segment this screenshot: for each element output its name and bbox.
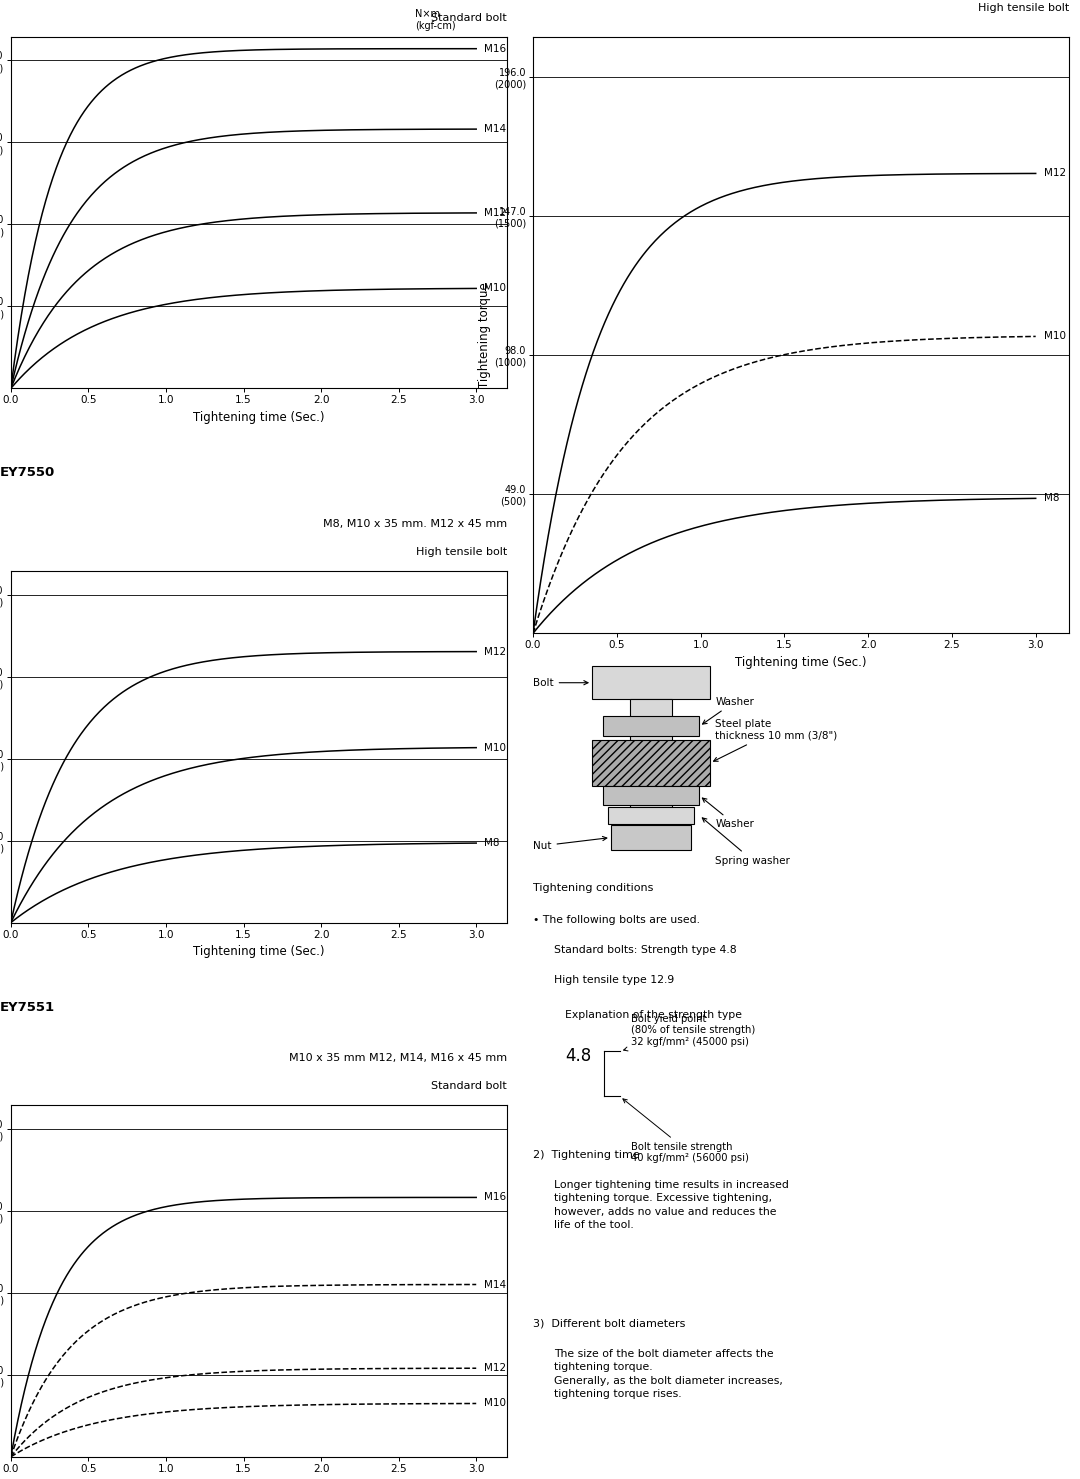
Text: 2)  Tightening time: 2) Tightening time (534, 1151, 639, 1160)
Text: M12: M12 (484, 646, 507, 657)
Text: Standard bolts: Strength type 4.8: Standard bolts: Strength type 4.8 (554, 945, 738, 955)
Bar (592, 741, 710, 785)
Text: High tensile type 12.9: High tensile type 12.9 (554, 975, 675, 985)
Text: M14: M14 (484, 124, 507, 135)
Bar (603, 716, 699, 737)
Text: 3)  Different bolt diameters: 3) Different bolt diameters (534, 1319, 686, 1330)
Text: M14: M14 (484, 1279, 507, 1290)
Text: M10: M10 (484, 1399, 505, 1408)
Text: M10: M10 (484, 284, 505, 293)
Text: M8, M10 x 35 mm. M12 x 45 mm: M8, M10 x 35 mm. M12 x 45 mm (323, 519, 508, 529)
Bar (592, 666, 710, 700)
X-axis label: Tightening time (Sec.): Tightening time (Sec.) (193, 411, 325, 424)
Text: Bolt tensile strength
40 kgf/mm² (56000 psi): Bolt tensile strength 40 kgf/mm² (56000 … (623, 1099, 748, 1164)
Text: High tensile bolt: High tensile bolt (978, 3, 1069, 13)
Text: The size of the bolt diameter affects the
tightening torque.
Generally, as the b: The size of the bolt diameter affects th… (554, 1349, 783, 1399)
Text: 4.8: 4.8 (565, 1047, 592, 1065)
Text: M10 x 35 mm M12, M14, M16 x 45 mm: M10 x 35 mm M12, M14, M16 x 45 mm (289, 1053, 508, 1063)
Text: M8: M8 (1044, 494, 1059, 503)
Text: M12: M12 (484, 209, 507, 217)
Text: EY7551: EY7551 (0, 1001, 55, 1013)
Text: Standard bolt: Standard bolt (432, 1081, 508, 1092)
Text: Explanation of the strength type: Explanation of the strength type (565, 1010, 742, 1021)
Text: Bolt yield point
(80% of tensile strength)
32 kgf/mm² (45000 psi): Bolt yield point (80% of tensile strengt… (623, 1013, 755, 1052)
Text: Steel plate
thickness 10 mm (3/8"): Steel plate thickness 10 mm (3/8") (714, 719, 838, 762)
X-axis label: Tightening time (Sec.): Tightening time (Sec.) (735, 655, 867, 669)
Bar (603, 785, 699, 806)
Bar (611, 825, 691, 850)
Text: Washer: Washer (702, 799, 754, 830)
Text: M16: M16 (484, 1192, 507, 1202)
Text: Washer: Washer (703, 697, 754, 725)
Text: Tightening conditions: Tightening conditions (534, 883, 653, 893)
Text: • The following bolts are used.: • The following bolts are used. (534, 916, 700, 926)
Bar (608, 808, 693, 824)
X-axis label: Tightening time (Sec.): Tightening time (Sec.) (193, 945, 325, 958)
Text: EY7550: EY7550 (0, 466, 55, 479)
Text: Standard bolt: Standard bolt (432, 13, 508, 22)
Y-axis label: Tightening torque: Tightening torque (478, 282, 491, 387)
Text: Bolt: Bolt (534, 677, 588, 688)
Text: M10: M10 (484, 742, 505, 753)
Text: M8: M8 (484, 839, 499, 847)
Text: Nut: Nut (534, 837, 607, 850)
Text: Longer tightening time results in increased
tightening torque. Excessive tighten: Longer tightening time results in increa… (554, 1180, 789, 1231)
Text: M16: M16 (484, 44, 507, 53)
Text: N×m
(kgf-cm): N×m (kgf-cm) (415, 9, 456, 31)
Text: M10: M10 (1044, 331, 1066, 342)
Text: Spring washer: Spring washer (702, 818, 791, 865)
Text: M12: M12 (484, 1364, 507, 1373)
Text: High tensile bolt: High tensile bolt (416, 547, 508, 558)
Text: M12: M12 (1044, 169, 1066, 179)
Bar (630, 700, 673, 836)
